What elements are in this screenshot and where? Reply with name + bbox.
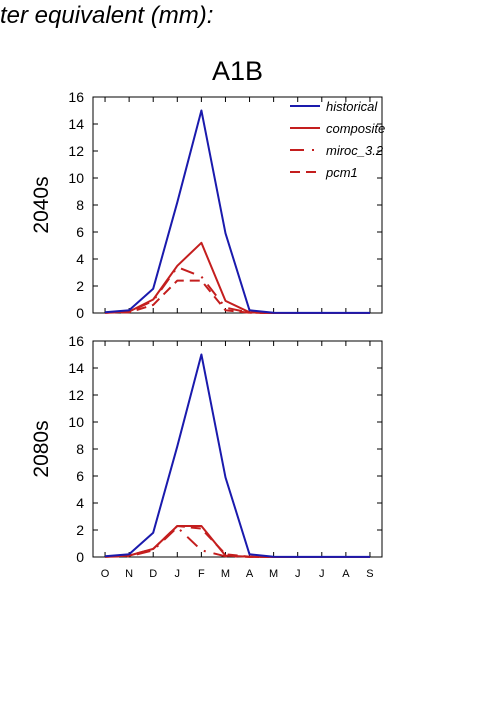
y-tick-label: 10 [68,414,84,430]
series-line-composite [104,241,370,314]
x-tick-label: J [175,568,181,580]
legend-label: pcm1 [325,165,358,180]
x-tick-label: D [149,568,157,580]
y-tick-label: 2 [76,278,84,294]
y-tick-label: 6 [76,224,84,240]
x-tick-label: A [342,568,350,580]
y-tick-label: 12 [68,387,84,403]
header-text: ter equivalent (mm): [0,2,214,29]
x-tick-label: M [269,568,278,580]
y-tick-label: 14 [68,360,84,376]
chart-title: A1B [211,56,264,86]
y-tick-label: 12 [68,143,84,159]
y-tick-label: 0 [76,549,84,565]
y-tick-label: 6 [76,468,84,484]
row-label: 2040s [30,176,53,233]
legend-label: composite [326,121,385,136]
series-line-miroc-3-2 [104,526,370,558]
legend-label: historical [326,99,378,114]
x-tick-label: S [366,568,373,580]
y-tick-label: 8 [76,441,84,457]
y-tick-label: 14 [68,116,84,132]
x-tick-label: A [246,568,254,580]
x-tick-label: O [101,568,110,580]
y-tick-label: 16 [68,333,84,349]
x-tick-label: J [295,568,301,580]
legend-label: miroc_3.2 [326,143,384,158]
plot-frame [92,340,383,558]
y-tick-label: 2 [76,522,84,538]
y-tick-label: 4 [76,251,84,267]
series-line-historical [104,109,370,314]
y-tick-label: 0 [76,305,84,321]
y-tick-label: 10 [68,170,84,186]
x-tick-label: N [125,568,133,580]
x-tick-label: J [319,568,325,580]
x-tick-label: F [198,568,205,580]
y-tick-label: 4 [76,495,84,511]
series-line-historical [104,353,370,558]
x-tick-label: M [221,568,230,580]
y-tick-label: 8 [76,197,84,213]
y-tick-label: 16 [68,89,84,105]
row-label: 2080s [30,420,53,477]
